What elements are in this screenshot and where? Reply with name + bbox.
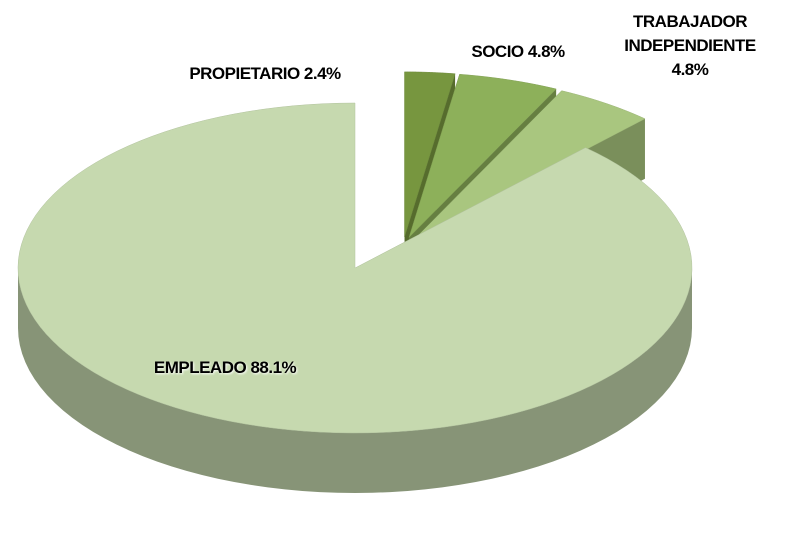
category-label: EMPLEADO: [153, 358, 247, 377]
value-label: 2.4%: [303, 64, 341, 83]
slice-top: [17, 102, 693, 434]
slice-top: [414, 90, 646, 240]
category-label: PROPIETARIO: [189, 64, 300, 83]
category-label: TRABAJADOR INDEPENDIENTE: [624, 12, 756, 55]
value-label: 4.8%: [527, 42, 565, 61]
slice-top: [404, 71, 456, 237]
data-label: PROPIETARIO 2.4%: [170, 62, 360, 86]
slice: [17, 102, 693, 493]
data-label: TRABAJADOR INDEPENDIENTE 4.8%: [590, 10, 790, 82]
value-label: 88.1%: [250, 358, 297, 377]
slice-top: [408, 73, 557, 238]
category-label: SOCIO: [471, 42, 524, 61]
data-label: SOCIO 4.8%: [438, 40, 598, 64]
value-label: 4.8%: [671, 60, 709, 79]
slice-side: [18, 268, 692, 493]
data-label: EMPLEADO 88.1%: [140, 356, 310, 380]
